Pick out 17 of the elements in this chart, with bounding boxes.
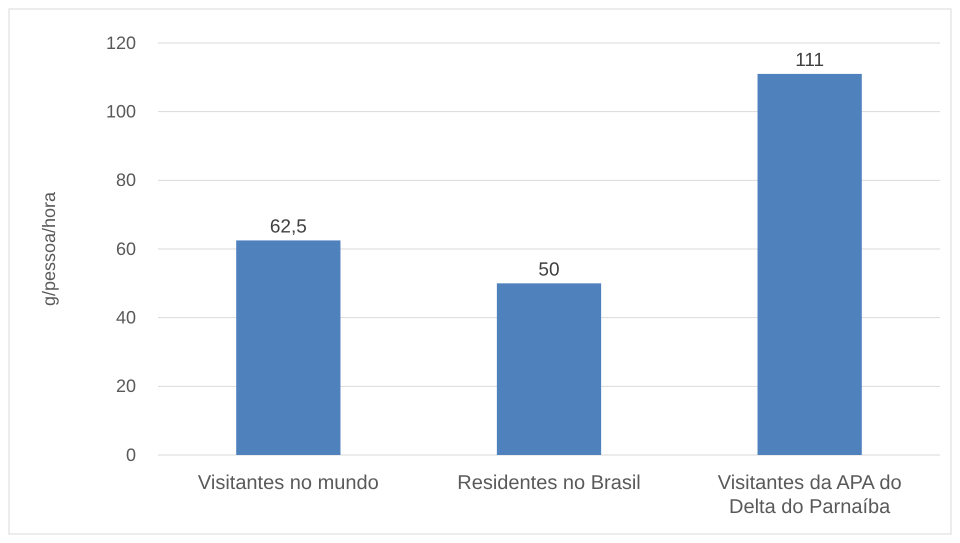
data-label: 50 (538, 259, 560, 280)
y-tick-label: 80 (116, 170, 136, 190)
y-tick-label: 0 (126, 444, 136, 465)
x-tick-label: Residentes no Brasil (457, 472, 641, 494)
y-tick-label: 120 (106, 32, 136, 53)
data-label: 111 (795, 50, 824, 71)
bar (496, 283, 602, 455)
x-tick-label: Visitantes no mundo (198, 472, 379, 494)
bar (758, 74, 862, 455)
bar (236, 240, 340, 455)
y-tick-label: 20 (116, 376, 136, 396)
x-tick-label: Visitantes da APA do Delta do Parnaíba (718, 472, 902, 518)
y-axis-title: g/pessoa/hora (39, 190, 59, 306)
y-tick-label: 40 (116, 307, 136, 328)
y-tick-label: 60 (116, 238, 136, 259)
data-label: 62,5 (270, 216, 307, 238)
y-tick-label: 100 (106, 101, 136, 122)
